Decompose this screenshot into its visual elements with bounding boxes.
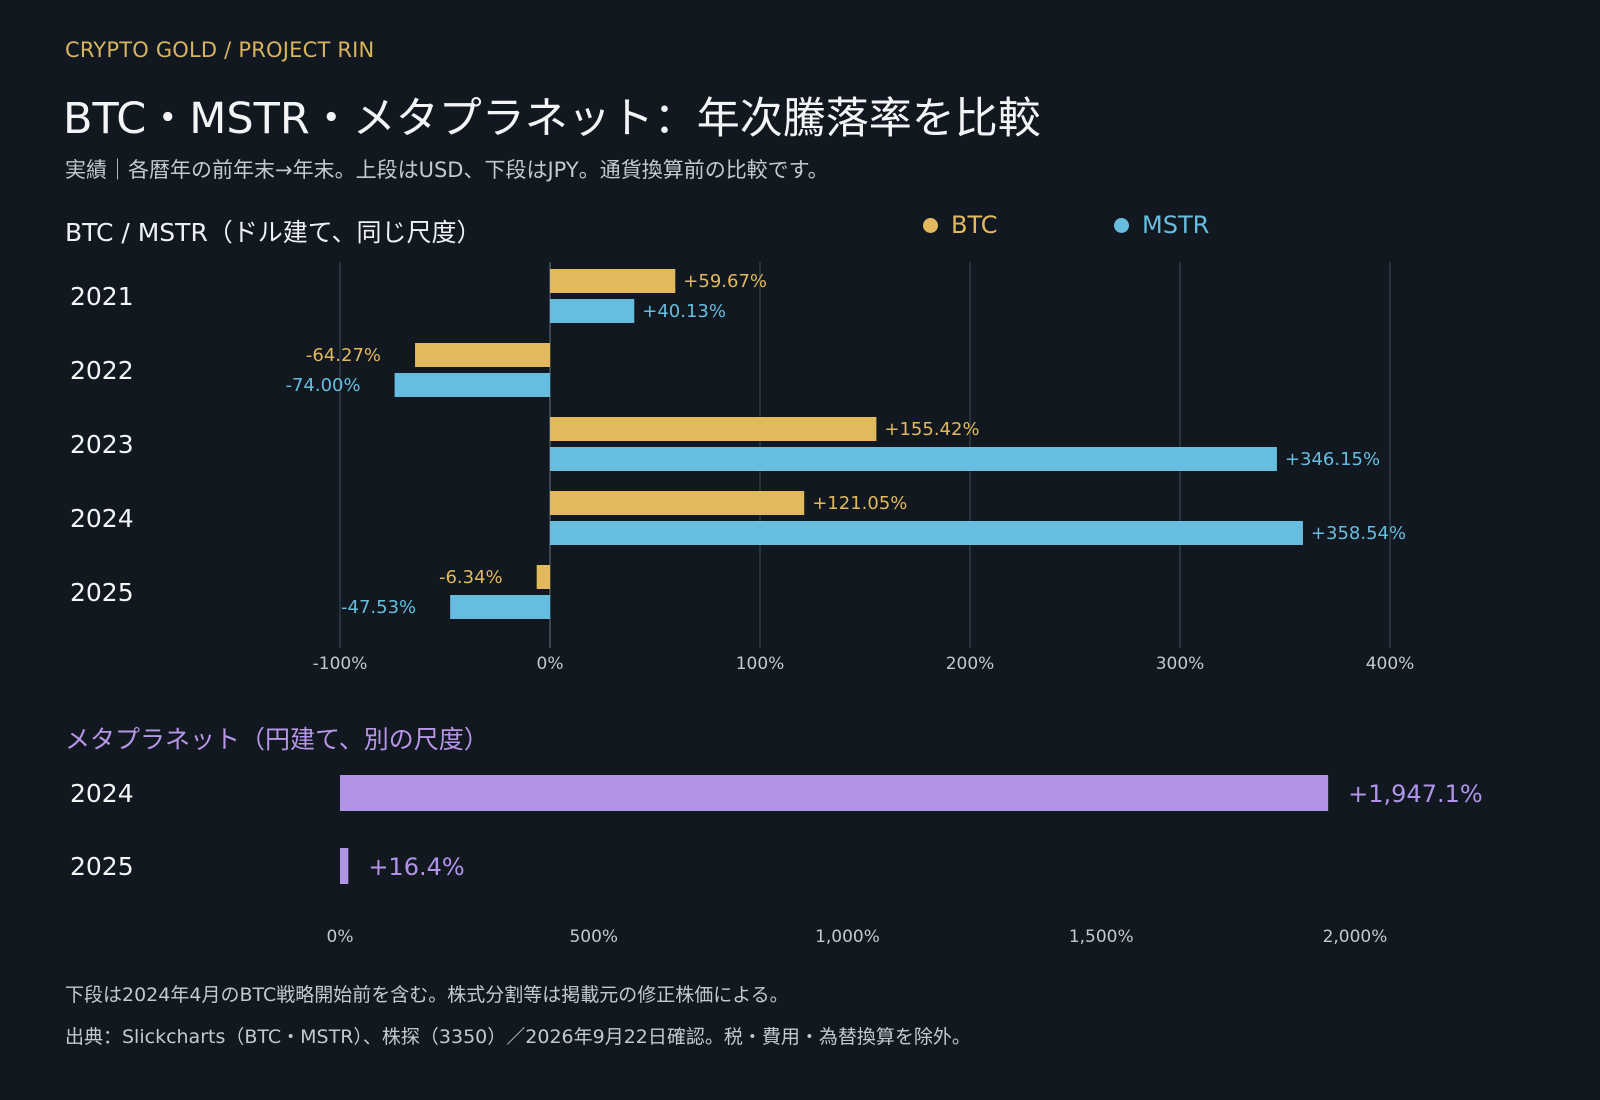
bar-mstr — [550, 521, 1303, 545]
btc-legend-dot — [923, 217, 938, 233]
x-tick-label: 1,500% — [1069, 927, 1134, 947]
x-tick-label: 1,000% — [815, 927, 880, 947]
x-tick-label: 0% — [327, 927, 354, 947]
footnote: 下段は2024年4月のBTC戦略開始前を含む。株式分割等は掲載元の修正株価による… — [65, 984, 789, 1006]
category-label: 2025 — [70, 852, 134, 881]
x-tick-label: 200% — [946, 654, 995, 674]
category-label: 2025 — [70, 578, 134, 607]
source-note: 出典：Slickcharts（BTC・MSTR）、株探（3350）／2026年9… — [65, 1026, 971, 1048]
data-label: +155.42% — [884, 419, 979, 440]
legend-label-btc: BTC — [951, 211, 998, 239]
data-label: -6.34% — [439, 567, 503, 588]
category-label: 2022 — [70, 356, 134, 385]
bar-btc — [550, 417, 877, 441]
data-label: +121.05% — [812, 493, 907, 514]
bar-mstr — [550, 299, 635, 323]
bar-btc — [550, 269, 676, 293]
x-tick-label: 100% — [736, 654, 785, 674]
kicker-label: CRYPTO GOLD / PROJECT RIN — [65, 38, 375, 62]
data-label: +59.67% — [683, 271, 767, 292]
x-tick-label: -100% — [313, 654, 368, 674]
bar-metaplanet — [340, 775, 1329, 811]
x-tick-label: 0% — [537, 654, 564, 674]
data-label: +358.54% — [1311, 523, 1406, 544]
page-subtitle: 実績｜各暦年の前年末→年末。上段はUSD、下段はJPY。通貨換算前の比較です。 — [65, 158, 829, 182]
bottom-chart-title: メタプラネット（円建て、別の尺度） — [65, 725, 489, 754]
mstr-legend-dot — [1114, 217, 1129, 233]
data-label: +346.15% — [1285, 449, 1380, 470]
page-title: BTC・MSTR・メタプラネット：年次騰落率を比較 — [63, 94, 1041, 144]
legend-item-btc: BTC — [923, 211, 997, 239]
category-label: 2021 — [70, 282, 134, 311]
category-label: 2024 — [70, 504, 134, 533]
x-tick-label: 500% — [569, 927, 618, 947]
x-tick-label: 400% — [1366, 654, 1415, 674]
data-label: -74.00% — [285, 375, 360, 396]
bar-btc — [550, 491, 805, 515]
legend-item-mstr: MSTR — [1114, 211, 1209, 239]
bar-mstr — [550, 447, 1277, 471]
x-tick-label: 2,000% — [1323, 927, 1388, 947]
bar-btc — [536, 565, 550, 589]
bar-mstr — [394, 373, 550, 397]
legend-label-mstr: MSTR — [1142, 211, 1210, 239]
data-label: +40.13% — [642, 301, 726, 322]
data-label: +1,947.1% — [1348, 780, 1483, 808]
category-label: 2023 — [70, 430, 134, 459]
category-label: 2024 — [70, 779, 134, 808]
bar-mstr — [450, 595, 550, 619]
x-tick-label: 300% — [1156, 654, 1205, 674]
bar-btc — [415, 343, 550, 367]
data-label: -64.27% — [306, 345, 381, 366]
top-chart-title: BTC / MSTR（ドル建て、同じ尺度） — [65, 218, 482, 247]
data-label: -47.53% — [341, 597, 416, 618]
bar-metaplanet — [340, 848, 349, 884]
data-label: +16.4% — [368, 853, 464, 881]
